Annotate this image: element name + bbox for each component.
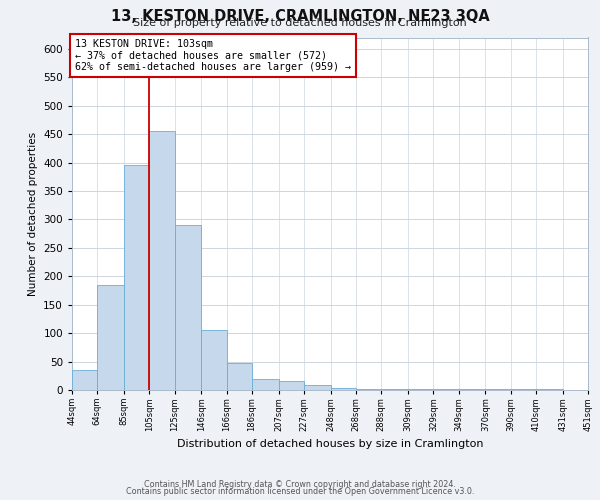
- Text: Contains public sector information licensed under the Open Government Licence v3: Contains public sector information licen…: [126, 487, 474, 496]
- Bar: [124, 166, 149, 390]
- Text: 13 KESTON DRIVE: 103sqm
← 37% of detached houses are smaller (572)
62% of semi-d: 13 KESTON DRIVE: 103sqm ← 37% of detache…: [74, 40, 350, 72]
- Bar: [72, 370, 97, 390]
- Bar: [202, 330, 227, 390]
- Bar: [331, 388, 356, 390]
- Bar: [304, 386, 331, 390]
- Bar: [278, 382, 304, 390]
- Bar: [227, 362, 252, 390]
- Bar: [252, 378, 278, 390]
- Bar: [356, 389, 382, 390]
- Bar: [97, 285, 124, 390]
- Text: 13, KESTON DRIVE, CRAMLINGTON, NE23 3QA: 13, KESTON DRIVE, CRAMLINGTON, NE23 3QA: [110, 9, 490, 24]
- Text: Contains HM Land Registry data © Crown copyright and database right 2024.: Contains HM Land Registry data © Crown c…: [144, 480, 456, 489]
- Bar: [149, 132, 175, 390]
- X-axis label: Distribution of detached houses by size in Cramlington: Distribution of detached houses by size …: [177, 439, 483, 449]
- Bar: [175, 225, 202, 390]
- Y-axis label: Number of detached properties: Number of detached properties: [28, 132, 38, 296]
- Text: Size of property relative to detached houses in Cramlington: Size of property relative to detached ho…: [133, 18, 467, 28]
